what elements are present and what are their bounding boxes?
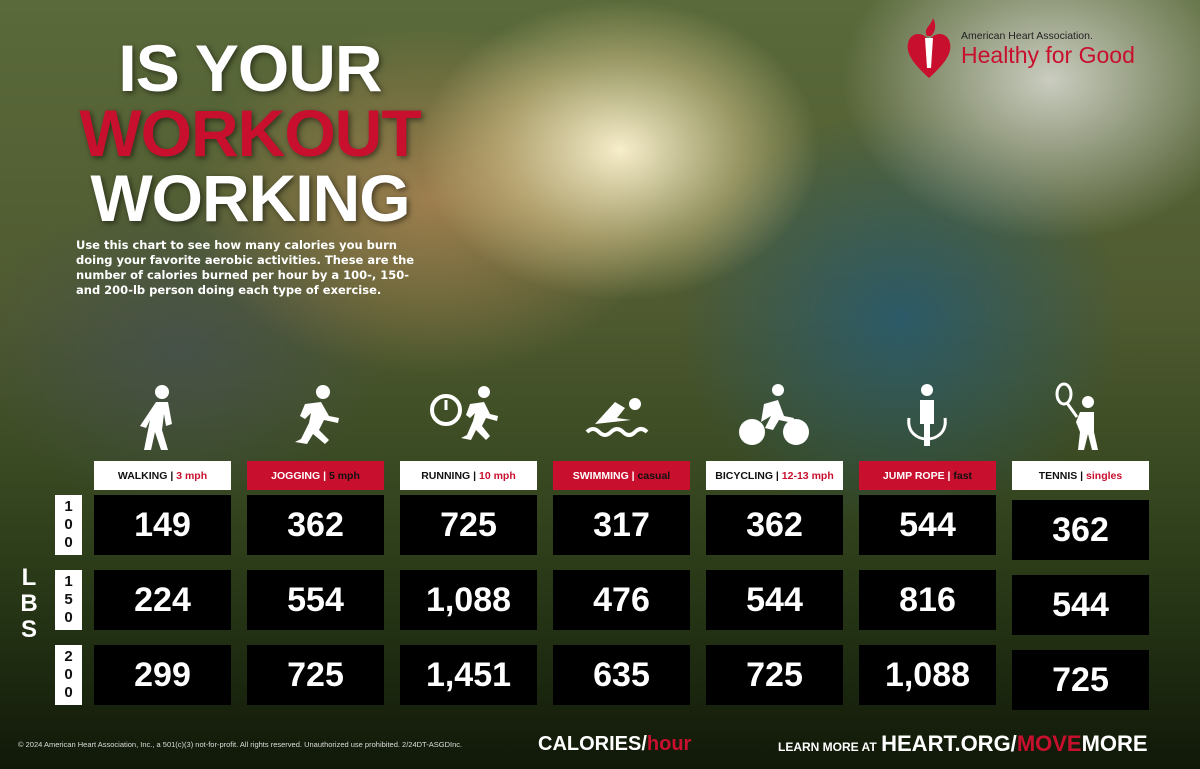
calorie-cell: 816 <box>859 570 996 630</box>
header-walking: WALKING | 3 mph <box>94 461 231 490</box>
weight-digit: 5 <box>64 591 73 608</box>
weight-digit: 0 <box>64 684 73 701</box>
url-part-2[interactable]: MOVE <box>1016 731 1082 756</box>
activity-detail: 12-13 mph <box>781 469 834 482</box>
activity-name: WALKING <box>117 469 168 482</box>
calorie-cell: 725 <box>706 645 843 705</box>
calorie-cell: 362 <box>1012 500 1149 560</box>
logo-tagline: Healthy for Good <box>961 41 1135 68</box>
activity-name: SWIMMING <box>572 469 629 482</box>
activity-name: BICYCLING <box>715 469 774 482</box>
header-swimming: SWIMMING | casual <box>553 461 690 490</box>
hour-text: hour <box>646 733 692 755</box>
calorie-cell: 544 <box>1012 575 1149 635</box>
weight-digit: 0 <box>64 534 73 551</box>
calories-per-hour: CALORIES/hour <box>538 733 691 756</box>
activity-detail: singles <box>1086 469 1123 482</box>
calories-text: CALORIES/ <box>538 733 647 755</box>
activity-detail: fast <box>953 469 973 482</box>
calorie-cell: 476 <box>553 570 690 630</box>
heart-torch-icon <box>907 18 951 78</box>
weight-unit-label: LBS <box>18 565 40 643</box>
calorie-cell: 224 <box>94 570 231 630</box>
header-jogging: JOGGING | 5 mph <box>247 461 384 490</box>
learn-more-text: LEARN MORE AT <box>778 740 877 754</box>
activity-detail: 5 mph <box>328 469 360 482</box>
activity-name: JUMP ROPE <box>882 469 945 482</box>
running-stopwatch-icon <box>430 386 498 440</box>
swimming-icon <box>585 398 649 437</box>
header-tennis: TENNIS | singles <box>1012 461 1149 490</box>
tennis-icon <box>1055 382 1098 450</box>
calorie-cell: 362 <box>706 495 843 555</box>
copyright: © 2024 American Heart Association, Inc.,… <box>18 740 463 749</box>
calorie-cell: 725 <box>400 495 537 555</box>
activity-detail: 3 mph <box>176 469 208 482</box>
calorie-cell: 362 <box>247 495 384 555</box>
lbs-text: LBS <box>20 564 38 643</box>
jump-rope-icon <box>907 384 947 446</box>
title-line-1: IS YOUR <box>118 31 382 105</box>
calorie-cell: 1,088 <box>859 645 996 705</box>
logo-org: American Heart Association. <box>961 29 1093 42</box>
calorie-cell: 317 <box>553 495 690 555</box>
learn-more[interactable]: LEARN MORE AT HEART.ORG/MOVEMORE <box>778 731 1148 757</box>
calorie-cell: 725 <box>247 645 384 705</box>
header-running: RUNNING | 10 mph <box>400 461 537 490</box>
url-part-3[interactable]: MORE <box>1081 731 1148 756</box>
jogging-icon <box>295 385 339 444</box>
calorie-cell: 1,088 <box>400 570 537 630</box>
calorie-cell: 725 <box>1012 650 1149 710</box>
walking-icon <box>140 385 172 450</box>
calorie-cell: 149 <box>94 495 231 555</box>
weight-digit: 2 <box>64 648 73 665</box>
weight-digit: 0 <box>64 516 73 533</box>
bicycling-icon <box>739 384 809 445</box>
activity-name: RUNNING <box>421 469 471 482</box>
calorie-cell: 299 <box>94 645 231 705</box>
weight-digit: 1 <box>64 573 73 590</box>
url-part-1[interactable]: HEART.ORG/ <box>881 731 1017 756</box>
calorie-cell: 1,451 <box>400 645 537 705</box>
activity-detail: 10 mph <box>479 469 516 482</box>
intro-text: Use this chart to see how many calories … <box>76 238 415 297</box>
calorie-cell: 635 <box>553 645 690 705</box>
header-bicycling: BICYCLING | 12-13 mph <box>706 461 843 490</box>
activity-name: TENNIS <box>1038 469 1078 482</box>
calorie-cell: 544 <box>859 495 996 555</box>
weight-digit: 0 <box>64 609 73 626</box>
weight-digit: 1 <box>64 498 73 515</box>
aha-logo[interactable]: American Heart Association. Healthy for G… <box>905 18 1135 80</box>
title-line-3: WORKING <box>90 161 410 235</box>
calorie-cell: 544 <box>706 570 843 630</box>
activity-detail: casual <box>637 469 671 482</box>
activity-name: JOGGING <box>271 469 321 482</box>
calorie-cell: 554 <box>247 570 384 630</box>
header-jump-rope: JUMP ROPE | fast <box>859 461 996 490</box>
weight-digit: 0 <box>64 666 73 683</box>
title-line-2: WORKOUT <box>79 96 421 170</box>
